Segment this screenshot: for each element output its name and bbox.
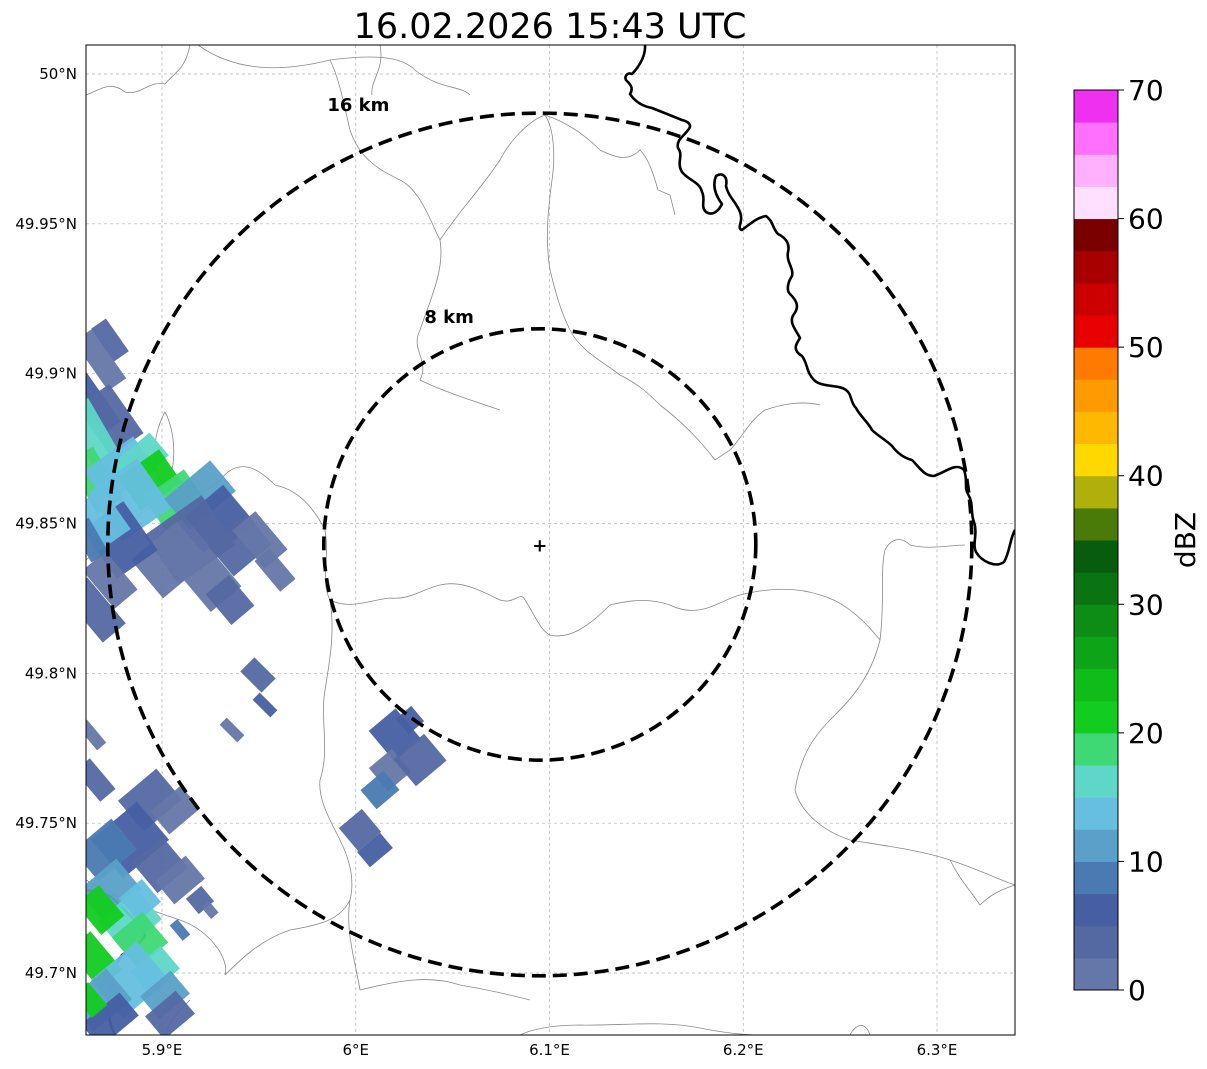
colorbar-tick-label: 10 [1128, 845, 1164, 878]
colorbar-segment [1074, 540, 1118, 573]
echo-cell [86, 818, 138, 882]
lat-tick-label: 49.8°N [25, 664, 77, 682]
echo-cell [86, 329, 127, 391]
range-ring-labels: 8 km 16 km [327, 95, 474, 328]
range-ring [106, 111, 974, 978]
echo-cell [86, 982, 108, 1018]
echo-cell [86, 992, 139, 1035]
echo-cell [86, 383, 144, 457]
colorbar-segment [1074, 282, 1118, 316]
colorbar-segment [1074, 668, 1118, 702]
latitude-tick-labels: 49.7°N 49.75°N 49.8°N 49.85°N 49.9°N 49.95°N 5… [15, 65, 77, 982]
echo-cell [118, 878, 162, 922]
echo-cell [155, 855, 205, 905]
colorbar-segment [1074, 186, 1118, 220]
colorbar-segment [1074, 636, 1118, 670]
colorbar-segment [1074, 572, 1118, 605]
colorbar-segment [1074, 700, 1118, 734]
colorbar-segment [1074, 507, 1118, 541]
colorbar-segment [1074, 379, 1118, 412]
colorbar-segment [1074, 797, 1118, 830]
lon-tick-label: 6.3°E [917, 1041, 958, 1059]
colorbar-segment [1074, 443, 1118, 477]
colorbar-segment [1074, 122, 1118, 155]
lon-tick-label: 6.1°E [529, 1041, 570, 1059]
radar-echoes [86, 318, 447, 1035]
colorbar-segment [1074, 218, 1118, 252]
range-ring-label: 8 km [424, 307, 474, 328]
colorbar-segment [1074, 475, 1118, 509]
colorbar-segment [1074, 893, 1118, 927]
lat-tick-label: 49.7°N [25, 964, 77, 982]
colorbar-segment [1074, 829, 1118, 862]
lat-tick-label: 49.95°N [15, 215, 77, 233]
echo-cell [254, 548, 296, 592]
lon-tick-label: 5.9°E [142, 1041, 183, 1059]
echo-cell [91, 318, 129, 362]
echo-cell [169, 919, 191, 941]
range-ring [322, 327, 758, 762]
colorbar-segment [1074, 315, 1118, 348]
colorbar-tick-label: 0 [1128, 974, 1146, 1007]
echo-cell [150, 785, 200, 835]
echo-cell [86, 577, 126, 643]
colorbar-segment [1074, 732, 1118, 766]
colorbar-frame [1073, 89, 1119, 991]
colorbar-segment [1074, 154, 1118, 187]
range-ring-label: 16 km [327, 95, 389, 116]
echo-cell [201, 901, 219, 919]
colorbar-segment [1074, 861, 1118, 895]
lat-tick-label: 49.85°N [15, 515, 77, 533]
range-rings [106, 111, 974, 978]
echo-cell [357, 832, 393, 868]
colorbar-segment [1074, 925, 1118, 959]
colorbar-tick-label: 30 [1128, 588, 1164, 621]
longitude-tick-labels: 5.9°E 6°E 6.1°E 6.2°E 6.3°E [142, 1041, 958, 1059]
echo-cell [360, 770, 400, 810]
colorbar-segment [1074, 347, 1118, 380]
lat-tick-label: 50°N [39, 65, 77, 83]
colorbar-tick-label: 20 [1128, 717, 1164, 750]
colorbar-segment [1074, 411, 1118, 445]
colorbar-tick-label: 40 [1128, 460, 1164, 493]
echo-cell [338, 808, 382, 852]
colorbar-tick-label: 70 [1128, 74, 1164, 107]
echo-cell [205, 575, 255, 625]
echo-cell [130, 521, 210, 599]
colorbar-tick-label: 60 [1128, 203, 1164, 236]
echo-cell [86, 885, 125, 935]
colorbar-segment [1074, 957, 1118, 991]
lat-tick-label: 49.75°N [15, 814, 77, 832]
echo-cell [219, 717, 245, 743]
echo-cell [393, 733, 447, 787]
echo-cell [86, 551, 138, 609]
map-panel: + [86, 45, 1015, 1035]
colorbar-tick-label: 50 [1128, 331, 1164, 364]
colorbar-segment [1074, 250, 1118, 284]
echo-cell [86, 719, 107, 751]
colorbar-segment [1074, 604, 1118, 637]
map-title: 16.02.2026 15:43 UTC [354, 7, 747, 47]
echo-cell [140, 970, 190, 1020]
radar-site-marker: + [532, 535, 547, 556]
echo-cell [86, 758, 116, 802]
admin-boundaries [86, 45, 1015, 1035]
lat-tick-label: 49.9°N [25, 365, 77, 383]
echo-cell [252, 692, 278, 718]
colorbar-segment [1074, 90, 1118, 123]
colorbar: 0 10 20 30 40 50 60 70 dBZ [1073, 74, 1202, 1007]
lon-tick-label: 6.2°E [723, 1041, 764, 1059]
echo-cell [86, 488, 131, 552]
echo-cell [240, 657, 276, 693]
map-frame [85, 44, 1016, 1036]
colorbar-label: dBZ [1169, 512, 1202, 568]
colorbar-segment [1074, 765, 1118, 798]
echo-cell [86, 517, 109, 563]
echo-cell [145, 990, 195, 1035]
gridlines [86, 45, 1015, 1035]
lon-tick-label: 6°E [342, 1041, 369, 1059]
